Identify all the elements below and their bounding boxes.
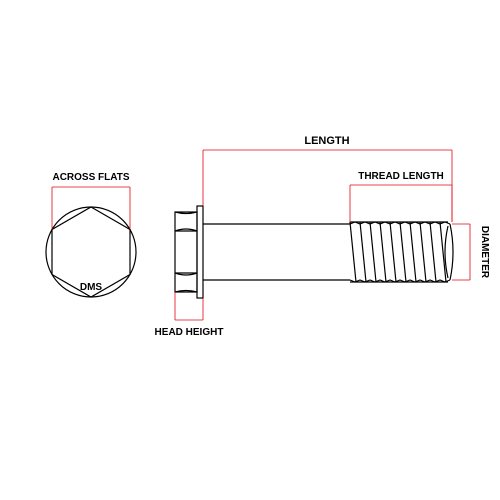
label-head-height: HEAD HEIGHT [155,327,224,338]
label-diameter: DIAMETER [479,226,490,279]
dim-head-height: HEAD HEIGHT [155,292,224,338]
bolt-side-view [175,206,453,298]
washer-face [197,206,203,298]
label-thread-length: THREAD LENGTH [358,171,444,182]
dim-thread-length: THREAD LENGTH [350,171,452,222]
bolt-diagram: ACROSS FLATS DMS [0,0,500,500]
label-length: LENGTH [304,135,349,147]
dim-diameter: DIAMETER [452,224,490,280]
label-dms: DMS [80,282,103,293]
dim-across-flats: ACROSS FLATS [52,172,130,229]
threads [350,222,453,282]
head-block [175,212,197,292]
label-across-flats: ACROSS FLATS [52,172,129,183]
